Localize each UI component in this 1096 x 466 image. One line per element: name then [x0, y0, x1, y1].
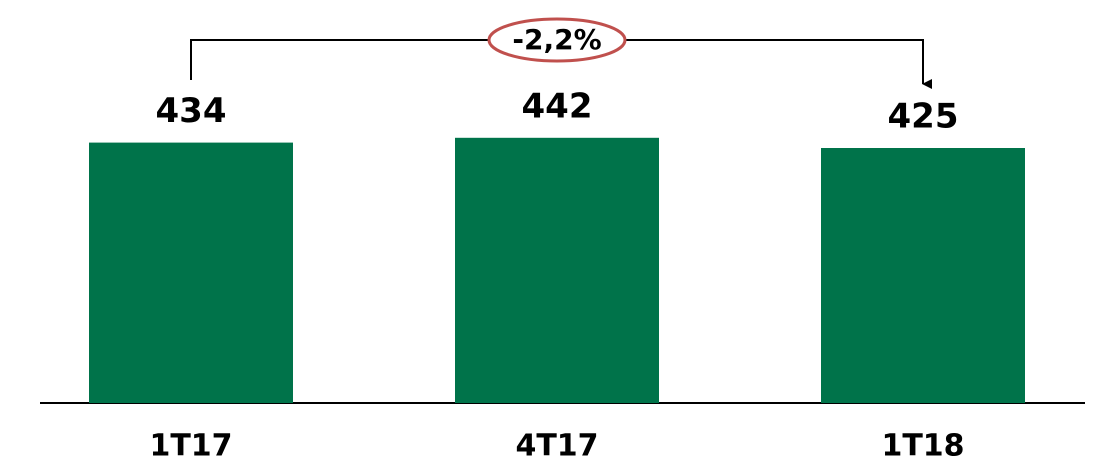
bar — [89, 142, 293, 403]
bar — [821, 148, 1025, 403]
x-tick-label: 1T17 — [149, 429, 232, 464]
data-label: 442 — [522, 86, 593, 126]
annotation: -2,2% — [512, 23, 601, 56]
x-tick-label: 4T17 — [515, 429, 598, 464]
bar — [455, 137, 659, 404]
x-tick-label: 1T18 — [881, 429, 964, 464]
data-label: 434 — [156, 91, 227, 131]
annotation-ellipse — [487, 17, 627, 63]
data-label: 425 — [888, 97, 959, 137]
